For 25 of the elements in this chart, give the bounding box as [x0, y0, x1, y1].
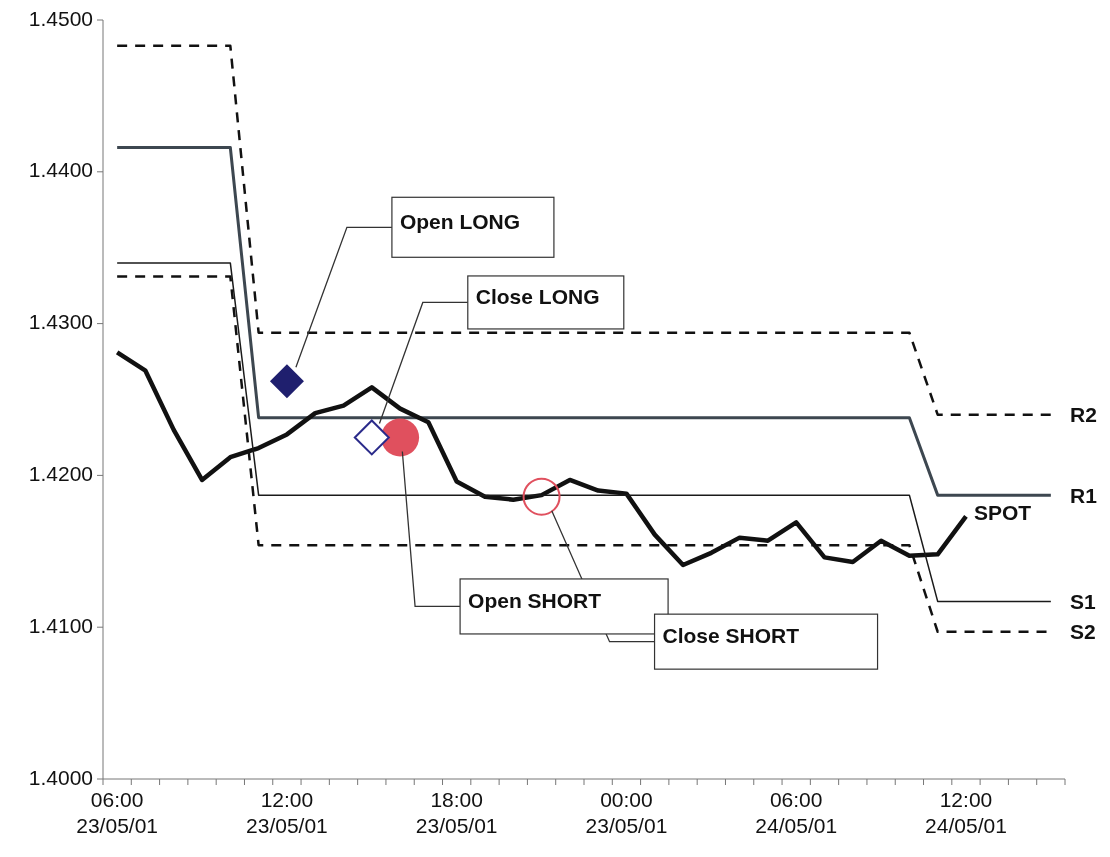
- text: Open LONG: [399, 209, 521, 233]
- point: [269, 364, 304, 399]
- series-label: S1: [1070, 589, 1097, 613]
- point: [353, 419, 390, 456]
- y-tick-label: 1.4000: [28, 765, 93, 789]
- series-label: R1: [1070, 483, 1098, 507]
- y-tick-label: 1.4400: [28, 158, 93, 182]
- point: [522, 477, 561, 516]
- text: Close LONG: [475, 285, 600, 308]
- series-label: R2: [1070, 403, 1097, 427]
- text: Close SHORT: [662, 624, 800, 648]
- x-tick-label: 12:00 23/05/01: [246, 788, 328, 837]
- x-tick-label: 18:00 23/05/01: [415, 788, 498, 837]
- x-tick-label: 12:00 24/05/01: [925, 788, 1007, 837]
- series-label: S2: [1070, 620, 1096, 644]
- y-tick-label: 1.4300: [28, 310, 93, 334]
- x-tick-label: 06:00 24/05/01: [755, 788, 838, 837]
- point: [381, 418, 420, 457]
- x-tick-label: 00:00 23/05/01: [585, 788, 668, 837]
- text: Open SHORT: [468, 589, 602, 612]
- y-tick-label: 1.4200: [28, 461, 93, 485]
- y-tick-label: 1.4100: [28, 613, 93, 637]
- x-tick-label: 06:00 23/05/01: [76, 788, 159, 837]
- y-tick-label: 1.4500: [28, 6, 93, 30]
- series-label: SPOT: [973, 500, 1032, 524]
